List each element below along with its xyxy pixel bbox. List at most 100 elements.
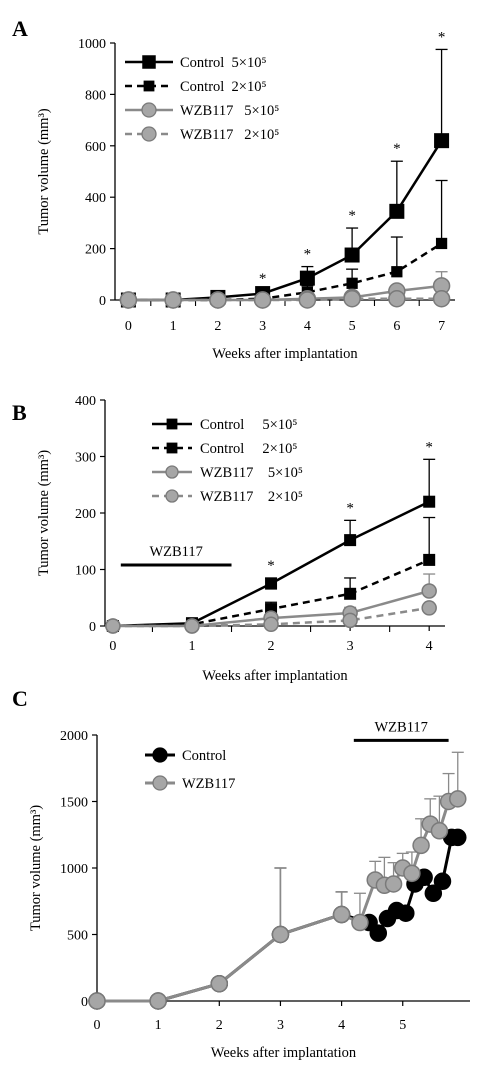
legend-marker: [141, 102, 157, 118]
legend-marker: [152, 747, 168, 763]
data-point: [209, 291, 227, 309]
x-tick-label: 4: [304, 319, 311, 334]
data-point: [403, 864, 421, 883]
data-point: [119, 291, 138, 309]
x-tick-label: 1: [188, 639, 195, 654]
legend-marker: [165, 465, 179, 479]
legend-label: WZB117 5×10⁵: [180, 103, 279, 119]
x-tick-label: 3: [277, 1018, 284, 1033]
x-axis-title: Weeks after implantation: [212, 346, 358, 362]
y-tick-label: 2000: [60, 729, 88, 744]
data-point: [299, 270, 315, 286]
legend-marker: [141, 126, 157, 142]
x-tick-label: 0: [94, 1018, 101, 1033]
y-tick-label: 1000: [78, 37, 106, 52]
series-wzb117-1: [88, 751, 467, 1010]
data-point: [343, 289, 361, 308]
x-tick-label: 5: [399, 1018, 406, 1033]
data-point: [388, 289, 406, 308]
data-point: [424, 884, 443, 903]
y-tick-label: 400: [85, 191, 106, 206]
data-point: [369, 924, 388, 942]
y-axis-title: Tumor volume (mm³): [36, 108, 52, 234]
y-tick-label: 300: [75, 451, 96, 466]
data-point: [423, 495, 436, 508]
data-point: [389, 203, 405, 219]
x-tick-label: 1: [170, 319, 177, 334]
data-point: [433, 872, 452, 891]
y-tick-label: 400: [75, 394, 96, 409]
series-wzb117-3: [119, 289, 451, 309]
data-point: [344, 247, 360, 263]
legend: Control 5×10⁵ Control 2×10⁵ WZB117 5×10⁵ WZ…: [152, 417, 303, 505]
data-point: [88, 992, 106, 1010]
legend-label: Control 2×10⁵: [200, 441, 297, 457]
data-point: [432, 289, 451, 308]
treatment-label: WZB117: [149, 544, 202, 560]
legend-label: WZB117 2×10⁵: [180, 127, 279, 143]
y-tick-label: 0: [81, 995, 88, 1010]
x-tick-label: 4: [338, 1018, 345, 1033]
series-wzb117-3: [105, 600, 437, 634]
data-point: [421, 600, 437, 616]
x-tick-label: 2: [214, 319, 221, 334]
data-point: [449, 790, 467, 808]
y-tick-label: 1500: [60, 796, 88, 811]
data-point: [265, 577, 278, 590]
data-point: [342, 612, 358, 629]
y-tick-label: 1000: [60, 862, 88, 877]
legend-marker: [166, 418, 178, 430]
x-tick-label: 1: [155, 1018, 162, 1033]
y-tick-label: 0: [99, 294, 106, 309]
data-point: [263, 616, 279, 633]
x-tick-label: 5: [349, 319, 356, 334]
x-axis-title: Weeks after implantation: [211, 1045, 357, 1061]
legend: Control WZB117: [145, 747, 235, 792]
data-point: [449, 828, 467, 847]
legend-label: WZB117: [182, 776, 235, 792]
data-point: [351, 913, 369, 932]
x-tick-label: 3: [347, 639, 354, 654]
significance-star: *: [348, 208, 356, 224]
legend-label: WZB117 5×10⁵: [200, 465, 303, 481]
x-tick-label: 6: [393, 319, 400, 334]
chart-panel-c: C 0 500 1000 1500 2000 0 1 2 3 4 5 Tumor volume (mm³…: [12, 686, 470, 1061]
significance-star: *: [346, 500, 354, 516]
panel-letter: C: [12, 686, 28, 711]
data-point: [391, 266, 403, 278]
data-point: [164, 291, 182, 309]
y-tick-label: 200: [85, 243, 106, 258]
chart-panel-b: B 0 100 200 300 400 0 1 2 3 4 Tumor volume (mm³) Wee…: [12, 394, 445, 684]
data-point: [434, 133, 450, 149]
x-tick-label: 0: [125, 319, 132, 334]
y-tick-label: 0: [89, 620, 96, 635]
panel-letter: A: [12, 16, 28, 41]
series-line: [97, 797, 459, 1003]
panel-letter: B: [12, 400, 27, 425]
significance-star: *: [438, 29, 446, 45]
legend-marker: [143, 80, 155, 92]
significance-star: *: [267, 558, 275, 574]
x-tick-label: 2: [268, 639, 275, 654]
data-point: [271, 925, 290, 944]
data-point: [412, 836, 430, 855]
data-point: [435, 237, 448, 250]
x-tick-label: 2: [216, 1018, 223, 1033]
legend: Control 5×10⁵ Control 2×10⁵ WZB117 5×10⁵ WZ…: [125, 55, 279, 143]
data-point: [344, 534, 357, 547]
data-point: [421, 583, 437, 599]
data-point: [397, 904, 415, 922]
series-control-0: [88, 828, 467, 1010]
y-tick-label: 800: [85, 88, 106, 103]
treatment-label: WZB117: [374, 719, 427, 735]
data-point: [423, 553, 436, 566]
y-tick-label: 200: [75, 507, 96, 522]
data-point: [344, 587, 357, 600]
legend-label: WZB117 2×10⁵: [200, 489, 303, 505]
data-point: [210, 974, 229, 993]
legend-label: Control 5×10⁵: [180, 55, 267, 71]
legend-marker: [142, 55, 156, 69]
x-tick-label: 7: [438, 319, 445, 334]
legend-marker: [152, 775, 168, 791]
